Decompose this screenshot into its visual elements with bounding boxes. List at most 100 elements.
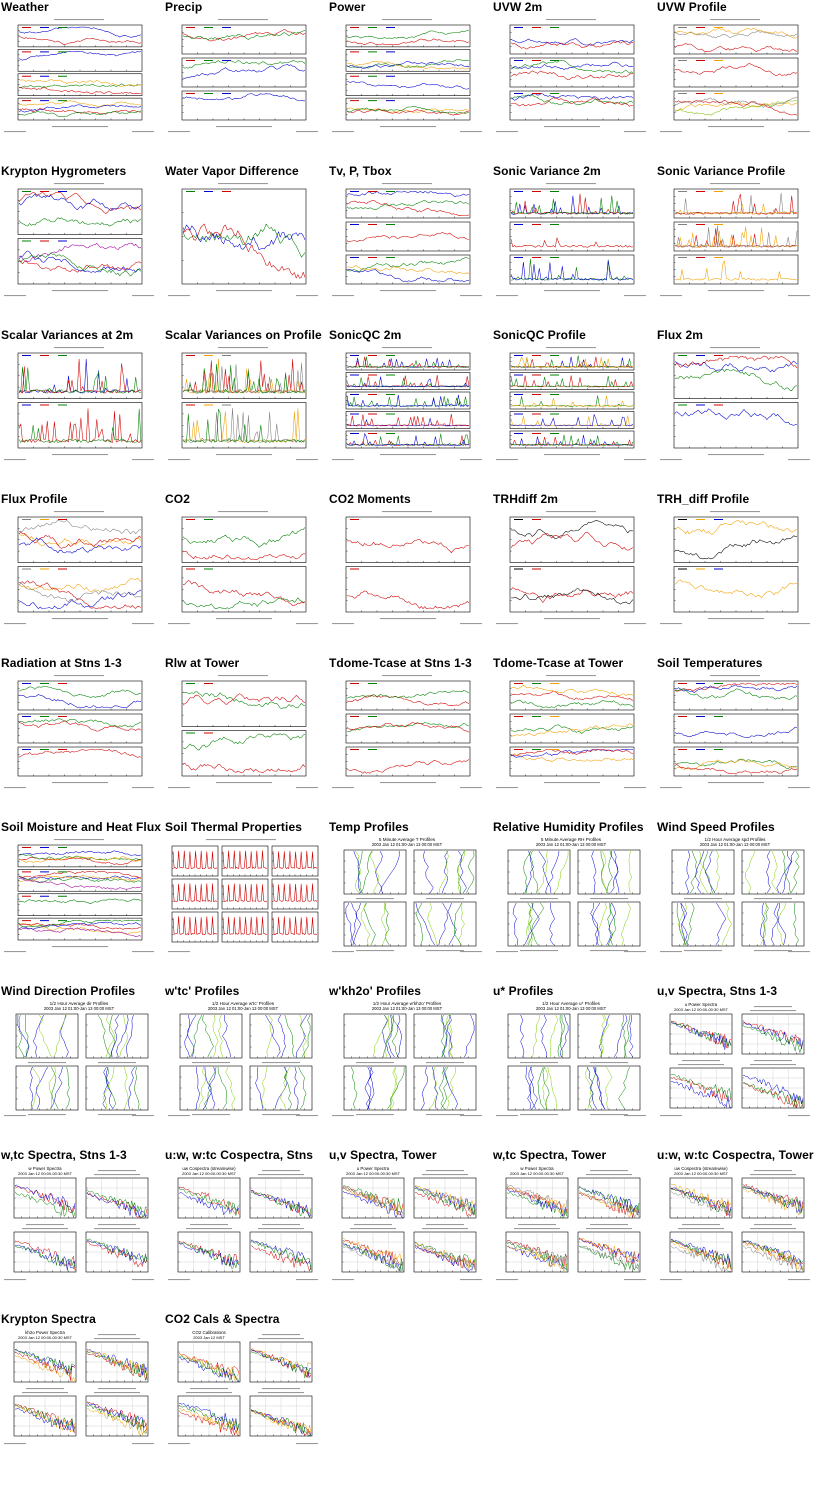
thumbnail-title[interactable]: Scalar Variances on Profile [165, 328, 322, 342]
thumbnail-title[interactable]: Wind Speed Profiles [657, 820, 775, 834]
thumbnail-title[interactable]: w,tc Spectra, Tower [493, 1148, 607, 1162]
thumbnail-cell[interactable]: u,v Spectra, Tower u Power Spectra 2003 Ja… [328, 1148, 488, 1304]
thumbnail-plot[interactable] [658, 180, 812, 298]
thumbnail-title[interactable]: UVW Profile [657, 0, 727, 14]
thumbnail-cell[interactable]: u,v Spectra, Stns 1-3 u Power Spectra 2003… [656, 984, 816, 1140]
thumbnail-plot[interactable] [166, 836, 320, 954]
thumbnail-plot[interactable] [2, 508, 156, 626]
thumbnail-cell[interactable]: Flux 2m [656, 328, 816, 484]
thumbnail-title[interactable]: TRH_diff Profile [657, 492, 750, 506]
thumbnail-title[interactable]: Water Vapor Difference [165, 164, 299, 178]
thumbnail-plot[interactable] [658, 344, 812, 462]
thumbnail-cell[interactable]: UVW Profile [656, 0, 816, 156]
thumbnail-plot[interactable] [2, 836, 156, 954]
thumbnail-title[interactable]: w'tc' Profiles [165, 984, 240, 998]
thumbnail-cell[interactable]: SonicQC Profile [492, 328, 652, 484]
thumbnail-cell[interactable]: Krypton Hygrometers [0, 164, 160, 320]
thumbnail-plot[interactable]: CO2 Calibrations 2003 Jan 12 MST [166, 1328, 320, 1446]
thumbnail-plot[interactable]: uw Cospectra (streamwise) 2003 Jan 12 00:… [658, 1164, 812, 1282]
thumbnail-cell[interactable]: UVW 2m [492, 0, 652, 156]
thumbnail-plot[interactable]: 5 Minute Average T Profiles 2003 Jan 12 0… [330, 836, 484, 954]
thumbnail-plot[interactable]: w Power Spectra 2003 Jan 12 00:00-00:30 M… [2, 1164, 156, 1282]
thumbnail-cell[interactable]: Relative Humidity Profiles 5 Minute Avera… [492, 820, 652, 976]
thumbnail-cell[interactable]: Tdome-Tcase at Tower [492, 656, 652, 812]
thumbnail-plot[interactable] [494, 180, 648, 298]
thumbnail-title[interactable]: UVW 2m [493, 0, 543, 14]
thumbnail-cell[interactable]: Tv, P, Tbox [328, 164, 488, 320]
thumbnail-title[interactable]: TRHdiff 2m [493, 492, 558, 506]
thumbnail-title[interactable]: SonicQC Profile [493, 328, 586, 342]
thumbnail-plot[interactable]: 1/2 Hour Average dir Profiles 2003 Jan 12… [2, 1000, 156, 1118]
thumbnail-cell[interactable]: w'kh2o' Profiles 1/2 Hour Average w'kh2o'… [328, 984, 488, 1140]
thumbnail-plot[interactable] [166, 16, 320, 134]
thumbnail-title[interactable]: Sonic Variance Profile [657, 164, 786, 178]
thumbnail-cell[interactable]: CO2 [164, 492, 324, 648]
thumbnail-cell[interactable]: Power [328, 0, 488, 156]
thumbnail-title[interactable]: Power [329, 0, 366, 14]
thumbnail-plot[interactable] [330, 344, 484, 462]
thumbnail-title[interactable]: Tdome-Tcase at Tower [493, 656, 624, 670]
thumbnail-title[interactable]: u,v Spectra, Tower [329, 1148, 437, 1162]
thumbnail-plot[interactable]: u Power Spectra 2003 Jan 12 00:00-00:30 M… [330, 1164, 484, 1282]
thumbnail-plot[interactable] [2, 672, 156, 790]
thumbnail-title[interactable]: Tdome-Tcase at Stns 1-3 [329, 656, 472, 670]
thumbnail-title[interactable]: CO2 Moments [329, 492, 411, 506]
thumbnail-plot[interactable] [658, 16, 812, 134]
thumbnail-plot[interactable]: kh2o Power Spectra 2003 Jan 12 00:00-00:3… [2, 1328, 156, 1446]
thumbnail-plot[interactable]: 1/2 Hour Average spd Profiles 2003 Jan 12… [658, 836, 812, 954]
thumbnail-plot[interactable] [166, 672, 320, 790]
thumbnail-cell[interactable]: Sonic Variance Profile [656, 164, 816, 320]
thumbnail-cell[interactable]: Krypton Spectra kh2o Power Spectra 2003 Ja… [0, 1312, 160, 1468]
thumbnail-cell[interactable]: Tdome-Tcase at Stns 1-3 [328, 656, 488, 812]
thumbnail-title[interactable]: Rlw at Tower [165, 656, 240, 670]
thumbnail-title[interactable]: CO2 Cals & Spectra [165, 1312, 280, 1326]
thumbnail-cell[interactable]: SonicQC 2m [328, 328, 488, 484]
thumbnail-title[interactable]: w'kh2o' Profiles [329, 984, 421, 998]
thumbnail-plot[interactable]: 1/2 Hour Average w'tc' Profiles 2003 Jan … [166, 1000, 320, 1118]
thumbnail-cell[interactable]: w,tc Spectra, Stns 1-3 w Power Spectra 200… [0, 1148, 160, 1304]
thumbnail-cell[interactable]: w'tc' Profiles 1/2 Hour Average w'tc' Pro… [164, 984, 324, 1140]
thumbnail-cell[interactable]: Water Vapor Difference [164, 164, 324, 320]
thumbnail-plot[interactable]: 1/2 Hour Average w'kh2o' Profiles 2003 Ja… [330, 1000, 484, 1118]
thumbnail-title[interactable]: Krypton Spectra [1, 1312, 96, 1326]
thumbnail-title[interactable]: Soil Moisture and Heat Flux [1, 820, 162, 834]
thumbnail-title[interactable]: Radiation at Stns 1-3 [1, 656, 122, 670]
thumbnail-cell[interactable]: Scalar Variances on Profile [164, 328, 324, 484]
thumbnail-plot[interactable] [494, 344, 648, 462]
thumbnail-cell[interactable]: Soil Thermal Properties [164, 820, 324, 976]
thumbnail-title[interactable]: Weather [1, 0, 49, 14]
thumbnail-title[interactable]: CO2 [165, 492, 190, 506]
thumbnail-plot[interactable] [166, 344, 320, 462]
thumbnail-plot[interactable] [330, 16, 484, 134]
thumbnail-cell[interactable]: Flux Profile [0, 492, 160, 648]
thumbnail-cell[interactable]: u:w, w:tc Cospectra, Stns uw Cospectra (s… [164, 1148, 324, 1304]
thumbnail-title[interactable]: SonicQC 2m [329, 328, 402, 342]
thumbnail-cell[interactable]: Scalar Variances at 2m [0, 328, 160, 484]
thumbnail-cell[interactable]: u* Profiles 1/2 Hour Average u* Profiles 2… [492, 984, 652, 1140]
thumbnail-title[interactable]: Relative Humidity Profiles [493, 820, 644, 834]
thumbnail-plot[interactable] [2, 344, 156, 462]
thumbnail-cell[interactable]: Wind Direction Profiles 1/2 Hour Average … [0, 984, 160, 1140]
thumbnail-title[interactable]: Temp Profiles [329, 820, 409, 834]
thumbnail-title[interactable]: u:w, w:tc Cospectra, Stns [165, 1148, 314, 1162]
thumbnail-cell[interactable]: Wind Speed Profiles 1/2 Hour Average spd … [656, 820, 816, 976]
thumbnail-cell[interactable]: Soil Temperatures [656, 656, 816, 812]
thumbnail-plot[interactable] [166, 180, 320, 298]
thumbnail-plot[interactable] [330, 508, 484, 626]
thumbnail-cell[interactable]: Precip [164, 0, 324, 156]
thumbnail-title[interactable]: Flux 2m [657, 328, 704, 342]
thumbnail-title[interactable]: Tv, P, Tbox [329, 164, 392, 178]
thumbnail-plot[interactable] [658, 508, 812, 626]
thumbnail-cell[interactable]: w,tc Spectra, Tower w Power Spectra 2003 J… [492, 1148, 652, 1304]
thumbnail-cell[interactable]: CO2 Moments [328, 492, 488, 648]
thumbnail-cell[interactable]: Soil Moisture and Heat Flux [0, 820, 162, 976]
thumbnail-plot[interactable] [2, 16, 156, 134]
thumbnail-cell[interactable]: Temp Profiles 5 Minute Average T Profiles… [328, 820, 488, 976]
thumbnail-plot[interactable]: 1/2 Hour Average u* Profiles 2003 Jan 12 … [494, 1000, 648, 1118]
thumbnail-cell[interactable]: TRH_diff Profile [656, 492, 816, 648]
thumbnail-title[interactable]: u:w, w:tc Cospectra, Tower [657, 1148, 814, 1162]
thumbnail-title[interactable]: u* Profiles [493, 984, 554, 998]
thumbnail-cell[interactable]: Weather [0, 0, 160, 156]
thumbnail-plot[interactable] [2, 180, 156, 298]
thumbnail-plot[interactable] [494, 672, 648, 790]
